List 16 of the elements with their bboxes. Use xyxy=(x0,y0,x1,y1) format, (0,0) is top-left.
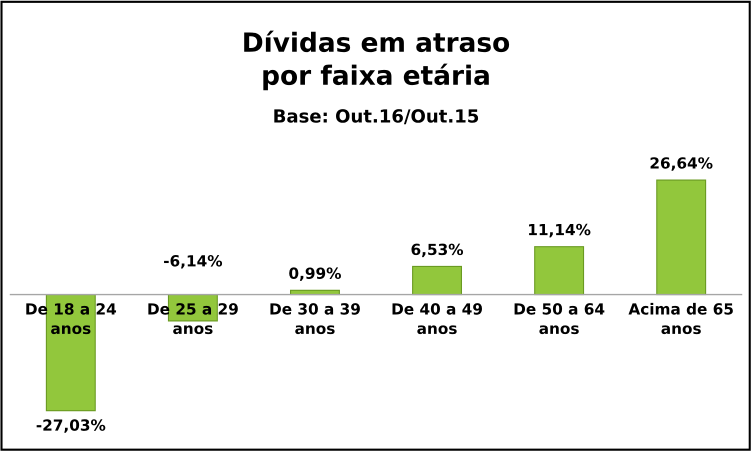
x-tick-label: Acima de 65 anos xyxy=(628,302,733,334)
bar xyxy=(534,246,584,296)
x-tick-label: De 50 a 64 anos xyxy=(514,303,604,334)
data-label: 11,14% xyxy=(529,224,590,238)
x-tick-label: De 30 a 39 anos xyxy=(270,303,360,334)
data-label: -27,03% xyxy=(36,419,106,433)
data-label: 0,99% xyxy=(289,267,341,281)
bar xyxy=(412,266,462,296)
chart-subtitle: Base: Out.16/Out.15 xyxy=(274,109,478,124)
data-label: -6,14% xyxy=(164,255,222,269)
data-label: 26,64% xyxy=(650,157,713,171)
x-tick-label: De 40 a 49 anos xyxy=(392,303,482,334)
bar xyxy=(46,294,96,412)
data-label: 6,53% xyxy=(411,244,464,258)
bar xyxy=(656,179,706,296)
chart-title: Dívidas em atraso por faixa etária xyxy=(244,30,510,90)
